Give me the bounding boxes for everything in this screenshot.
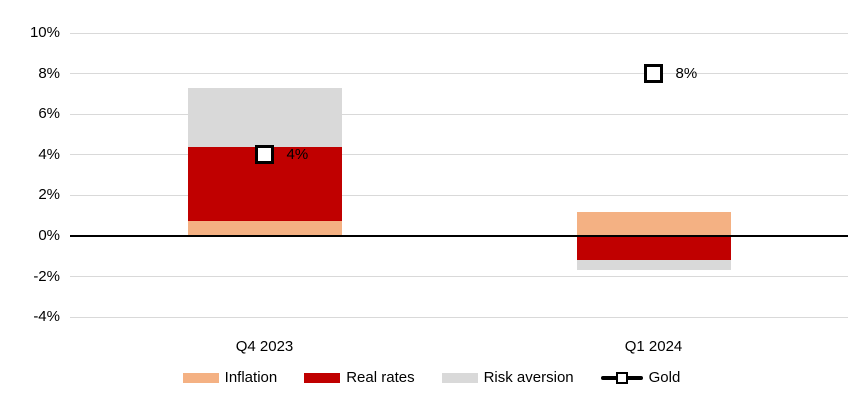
legend: Inflation Real rates Risk aversion Gold bbox=[0, 369, 863, 386]
legend-item-real-rates: Real rates bbox=[304, 369, 415, 386]
y-tick-label-10-: 10% bbox=[29, 24, 60, 41]
gridline-8- bbox=[70, 73, 848, 75]
y-tick-label-8-: 8% bbox=[38, 64, 60, 82]
bar-q1-2024-real-rates bbox=[576, 236, 731, 261]
zero-axis-line bbox=[70, 234, 848, 238]
legend-label-real-rates: Real rates bbox=[346, 369, 415, 386]
x-axis-label-q4-2023: Q4 2023 bbox=[235, 338, 294, 355]
legend-label-inflation: Inflation bbox=[224, 369, 278, 386]
legend-item-gold: Gold bbox=[600, 369, 681, 386]
legend-item-inflation: Inflation bbox=[182, 369, 278, 386]
y-tick-label-0-: 0% bbox=[38, 227, 60, 244]
legend-gold-line-marker-icon bbox=[600, 371, 643, 385]
gridline--4- bbox=[70, 316, 848, 318]
y-tick-label-2-: 2% bbox=[38, 186, 60, 204]
bar-q1-2024-risk-aversion bbox=[576, 260, 731, 271]
legend-swatch-real-rates-icon bbox=[304, 372, 341, 383]
y-tick-label--2-: -2% bbox=[33, 267, 60, 285]
legend-item-risk-aversion: Risk aversion bbox=[441, 369, 574, 386]
y-tick-label-6-: 6% bbox=[38, 105, 60, 123]
bar-q1-2024-inflation bbox=[576, 211, 731, 236]
legend-label-risk-aversion: Risk aversion bbox=[483, 369, 574, 386]
legend-swatch-risk-aversion-icon bbox=[441, 372, 478, 383]
gridline--2- bbox=[70, 276, 848, 278]
x-axis-label-q1-2024: Q1 2024 bbox=[624, 338, 683, 355]
gold-square-marker-icon bbox=[615, 371, 628, 384]
y-tick-label-4-: 4% bbox=[38, 145, 60, 163]
gridline-4- bbox=[70, 154, 848, 156]
gold-marker-label-q1-2024: 8% bbox=[675, 64, 698, 82]
gold-marker-q4-2023 bbox=[255, 145, 274, 165]
y-tick-label--4-: -4% bbox=[33, 308, 60, 326]
gridline-10- bbox=[70, 32, 848, 34]
gold-marker-label-q4-2023: 4% bbox=[286, 145, 309, 163]
gridline-6- bbox=[70, 113, 848, 115]
bar-q4-2023-risk-aversion bbox=[187, 87, 342, 147]
gridline-2- bbox=[70, 194, 848, 196]
legend-swatch-inflation-icon bbox=[182, 372, 219, 383]
gold-marker-q1-2024 bbox=[644, 64, 663, 84]
legend-label-gold: Gold bbox=[648, 369, 681, 386]
bar-q4-2023-inflation bbox=[187, 220, 342, 236]
